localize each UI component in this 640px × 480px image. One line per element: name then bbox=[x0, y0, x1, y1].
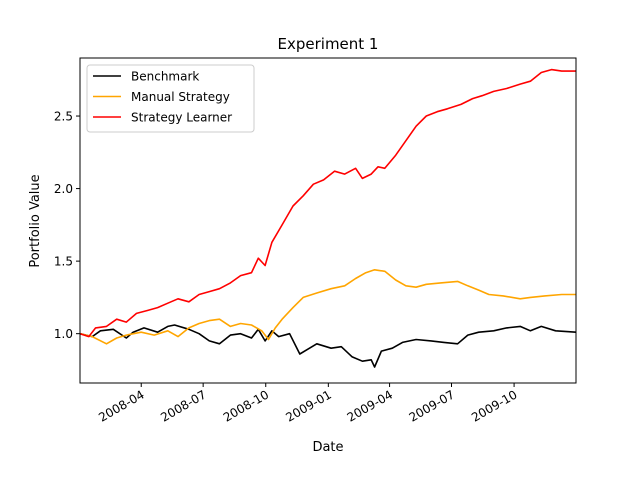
y-tick-label-1: 1.5 bbox=[54, 255, 73, 269]
series-layer bbox=[79, 68, 577, 368]
legend-label-2: Strategy Learner bbox=[131, 111, 232, 125]
legend: Benchmark Manual Strategy Strategy Learner bbox=[86, 64, 255, 133]
y-tick-label-2: 2.0 bbox=[54, 182, 73, 196]
series-line-0 bbox=[79, 324, 577, 368]
series-line-1 bbox=[79, 268, 576, 345]
y-axis-ticks: 1.0 1.5 2.0 2.5 bbox=[54, 110, 80, 341]
y-axis-label: Portfolio Value bbox=[28, 174, 43, 267]
y-tick-label-3: 2.5 bbox=[54, 110, 73, 124]
x-axis-label: Date bbox=[312, 440, 343, 455]
chart-title: Experiment 1 bbox=[278, 35, 379, 53]
legend-label-1: Manual Strategy bbox=[131, 90, 230, 104]
legend-label-0: Benchmark bbox=[131, 70, 199, 84]
series-line-2 bbox=[79, 68, 576, 338]
y-tick-label-0: 1.0 bbox=[54, 327, 73, 341]
legend-box bbox=[86, 64, 255, 133]
